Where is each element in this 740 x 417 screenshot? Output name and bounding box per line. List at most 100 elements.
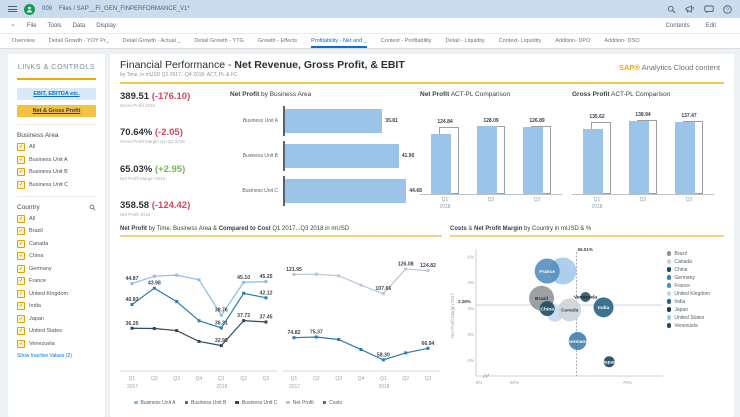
country-option-india[interactable]: ✓ India bbox=[17, 302, 96, 311]
data-point-business-unit-b[interactable] bbox=[175, 299, 179, 303]
link-net-gross-profit[interactable]: Net & Gross Profit bbox=[17, 105, 96, 118]
data-point-net-profit[interactable] bbox=[404, 266, 408, 270]
checkbox-checked-icon[interactable]: ✓ bbox=[17, 252, 25, 261]
legend-canada[interactable]: Canada bbox=[666, 259, 724, 265]
data-point-business-unit-c[interactable] bbox=[130, 326, 134, 330]
menu-tools[interactable]: Tools bbox=[47, 22, 62, 29]
actual-bar[interactable] bbox=[523, 127, 543, 194]
data-point-business-unit-a[interactable] bbox=[152, 274, 156, 278]
country-option-canada[interactable]: ✓ Canada bbox=[17, 239, 96, 248]
checkbox-checked-icon[interactable]: ✓ bbox=[17, 327, 25, 336]
legend-france[interactable]: France bbox=[666, 283, 724, 289]
checkbox-checked-icon[interactable]: ✓ bbox=[17, 302, 25, 311]
legend-business-unit-c[interactable]: Business Unit C bbox=[235, 400, 277, 406]
country-option-china[interactable]: ✓ China bbox=[17, 252, 96, 261]
data-point-business-unit-a[interactable] bbox=[197, 277, 201, 281]
sap-logo-avatar[interactable] bbox=[24, 3, 35, 15]
actual-bar[interactable] bbox=[629, 121, 649, 194]
tab-context-profitability[interactable]: Context - Profitability bbox=[380, 38, 432, 44]
bubble-india[interactable] bbox=[593, 296, 614, 317]
checkbox-checked-icon[interactable]: ✓ bbox=[17, 180, 25, 189]
data-point-business-unit-a[interactable] bbox=[264, 279, 268, 283]
collapse-chevron-icon[interactable]: ⌄ bbox=[10, 21, 16, 28]
tab-detail-liquidity[interactable]: Detail - Liquidity bbox=[445, 38, 485, 44]
data-point-business-unit-c[interactable] bbox=[152, 326, 156, 330]
menu-display[interactable]: Display bbox=[96, 22, 116, 29]
data-point-net-profit[interactable] bbox=[292, 272, 296, 276]
business-area-option-business-unit-a[interactable]: ✓ Business Unit A bbox=[17, 155, 96, 164]
checkbox-checked-icon[interactable]: ✓ bbox=[17, 314, 25, 323]
legend-united-states[interactable]: United States bbox=[666, 315, 724, 321]
legend-business-unit-b[interactable]: Business Unit B bbox=[184, 400, 226, 406]
bar-business-unit-b[interactable] bbox=[285, 144, 399, 168]
legend-united-kingdom[interactable]: United Kingdom bbox=[666, 291, 724, 297]
data-point-business-unit-a[interactable] bbox=[130, 281, 134, 285]
tab-profitability-net-and[interactable]: Profitability - Net and _ bbox=[311, 34, 367, 48]
menu-file[interactable]: File bbox=[26, 22, 37, 29]
legend-net-profit[interactable]: Net Profit bbox=[286, 400, 314, 406]
checkbox-checked-icon[interactable]: ✓ bbox=[17, 239, 25, 248]
bar-business-unit-a[interactable] bbox=[285, 109, 383, 133]
checkbox-checked-icon[interactable]: ✓ bbox=[17, 155, 25, 164]
chat-icon[interactable] bbox=[704, 5, 714, 14]
data-point-costs[interactable] bbox=[426, 346, 430, 350]
tab-overview[interactable]: Overview bbox=[12, 38, 35, 44]
data-point-net-profit[interactable] bbox=[314, 272, 318, 276]
data-point-business-unit-a[interactable] bbox=[242, 280, 246, 284]
data-point-net-profit[interactable] bbox=[359, 283, 363, 287]
data-point-costs[interactable] bbox=[337, 337, 341, 341]
legend-germany[interactable]: Germany bbox=[666, 275, 724, 281]
country-option-brazil[interactable]: ✓ Brazil bbox=[17, 227, 96, 236]
checkbox-checked-icon[interactable]: ✓ bbox=[17, 214, 25, 223]
tab-context-liquidity[interactable]: Context- Liquidity bbox=[498, 38, 542, 44]
business-area-option-business-unit-c[interactable]: ✓ Business Unit C bbox=[17, 180, 96, 189]
legend-brazil[interactable]: Brazil bbox=[666, 251, 724, 257]
data-point-costs[interactable] bbox=[292, 335, 296, 339]
megaphone-icon[interactable] bbox=[685, 4, 695, 14]
data-point-business-unit-a[interactable] bbox=[219, 313, 223, 317]
checkbox-checked-icon[interactable]: ✓ bbox=[17, 289, 25, 298]
legend-china[interactable]: China bbox=[666, 267, 724, 273]
bubble-germany[interactable] bbox=[568, 331, 587, 350]
actual-bar[interactable] bbox=[675, 122, 695, 194]
bar-business-unit-c[interactable] bbox=[285, 179, 407, 203]
show-inactive-values-link[interactable]: Show Inactive Values (2) bbox=[17, 352, 72, 359]
checkbox-checked-icon[interactable]: ✓ bbox=[17, 168, 25, 177]
checkbox-checked-icon[interactable]: ✓ bbox=[17, 227, 25, 236]
actual-bar[interactable] bbox=[431, 134, 451, 194]
legend-india[interactable]: India bbox=[666, 299, 724, 305]
data-point-costs[interactable] bbox=[381, 357, 385, 361]
checkbox-checked-icon[interactable]: ✓ bbox=[17, 277, 25, 286]
bubble-japan[interactable] bbox=[603, 355, 615, 367]
business-area-option-business-unit-b[interactable]: ✓ Business Unit B bbox=[17, 168, 96, 177]
menu-data[interactable]: Data bbox=[72, 22, 86, 29]
data-point-business-unit-b[interactable] bbox=[264, 295, 268, 299]
help-icon[interactable]: ? bbox=[723, 4, 732, 14]
data-point-business-unit-a[interactable] bbox=[175, 273, 179, 277]
data-point-business-unit-b[interactable] bbox=[130, 302, 134, 306]
data-point-business-unit-c[interactable] bbox=[219, 343, 223, 347]
tab-detail-growth-yoy-pr[interactable]: Detail Growth - YOY Pr_ bbox=[48, 38, 109, 44]
contents-button[interactable]: Contents bbox=[665, 22, 690, 29]
bubble-france[interactable] bbox=[534, 258, 560, 284]
data-point-net-profit[interactable] bbox=[381, 291, 385, 295]
actual-bar[interactable] bbox=[583, 129, 603, 194]
legend-costs[interactable]: Costs bbox=[322, 400, 342, 406]
data-point-business-unit-c[interactable] bbox=[264, 320, 268, 324]
data-point-costs[interactable] bbox=[404, 350, 408, 354]
legend-japan[interactable]: Japan bbox=[666, 307, 724, 313]
data-point-business-unit-b[interactable] bbox=[219, 325, 223, 329]
hamburger-menu-icon[interactable] bbox=[8, 6, 17, 12]
country-option-germany[interactable]: ✓ Germany bbox=[17, 264, 96, 273]
data-point-business-unit-c[interactable] bbox=[175, 328, 179, 332]
business-area-option-all[interactable]: ✓ All bbox=[17, 143, 96, 152]
country-option-all[interactable]: ✓ All bbox=[17, 214, 96, 223]
country-option-united-states[interactable]: ✓ United States bbox=[17, 327, 96, 336]
data-point-costs[interactable] bbox=[359, 347, 363, 351]
country-option-france[interactable]: ✓ France bbox=[17, 277, 96, 286]
data-point-costs[interactable] bbox=[314, 334, 318, 338]
checkbox-checked-icon[interactable]: ✓ bbox=[17, 264, 25, 273]
tab-detail-growth-ytg[interactable]: Detail Growth - YTG bbox=[194, 38, 244, 44]
data-point-business-unit-b[interactable] bbox=[197, 318, 201, 322]
data-point-business-unit-b[interactable] bbox=[152, 286, 156, 290]
